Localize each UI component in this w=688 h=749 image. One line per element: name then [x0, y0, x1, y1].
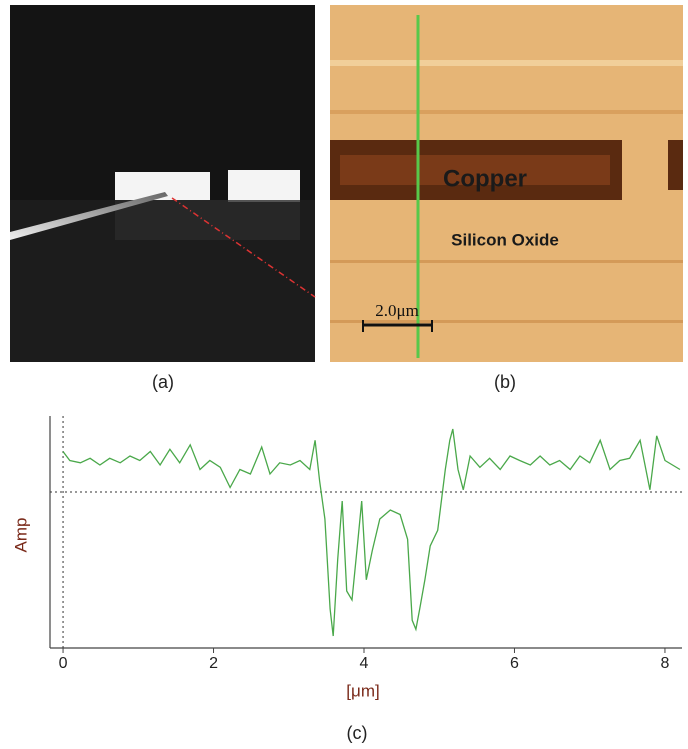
x-tick-label: 6 — [510, 655, 519, 672]
x-tick-label: 2 — [209, 655, 218, 672]
panel-caption: (c) — [347, 723, 368, 743]
x-tick-label: 4 — [360, 655, 369, 672]
panel-caption: (a) — [152, 372, 174, 392]
x-axis-label: [μm] — [346, 681, 379, 700]
panel-b-image — [330, 5, 683, 362]
y-axis-label: Amp — [11, 518, 30, 553]
material-label: Copper — [443, 165, 527, 192]
material-label: Silicon Oxide — [451, 230, 559, 249]
scale-bar-label: 2.0μm — [375, 301, 419, 320]
x-tick-label: 8 — [660, 655, 669, 672]
data-line — [62, 428, 681, 637]
panel-caption: (b) — [494, 372, 516, 392]
panel-a-image — [10, 5, 316, 362]
x-tick-label: 0 — [59, 655, 68, 672]
